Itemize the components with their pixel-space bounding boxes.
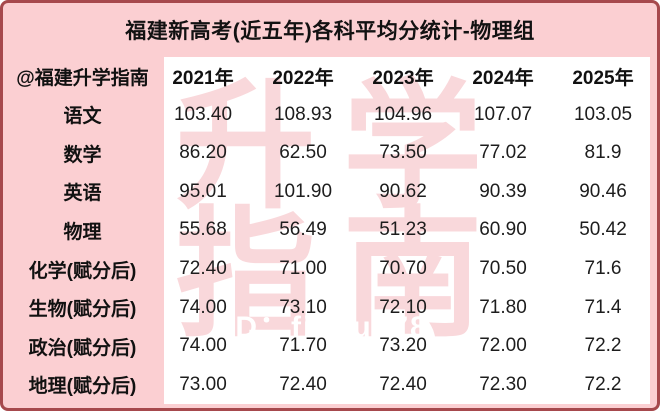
- subject-label-cell: 数学: [63, 144, 102, 166]
- subject-label-cell: 政治(赋分后): [28, 337, 137, 359]
- score-value-cell: 101.90: [273, 180, 333, 202]
- year-header-cell: 2021年: [172, 67, 234, 89]
- year-header-cell: 2023年: [372, 67, 434, 89]
- subject-label-cell: 化学(赋分后): [28, 260, 137, 282]
- score-value-cell: 90.39: [479, 180, 527, 202]
- score-value-cell: 74.00: [179, 335, 227, 357]
- score-value-cell: 72.10: [379, 296, 427, 318]
- watermark-id-text: ID：fjedu678: [225, 311, 429, 344]
- watermark-char: 南: [342, 196, 483, 353]
- score-value-cell: 73.20: [379, 335, 427, 357]
- score-value-cell: 60.90: [479, 219, 527, 241]
- score-value-cell: 104.96: [373, 103, 433, 125]
- score-value-cell: 70.70: [379, 258, 427, 280]
- score-value-cell: 72.40: [279, 373, 327, 395]
- score-value-cell: 90.46: [579, 180, 627, 202]
- year-header-cell: 2024年: [472, 67, 534, 89]
- year-header-cell: 2022年: [272, 67, 334, 89]
- score-value-cell: 74.00: [179, 296, 227, 318]
- score-value-cell: 51.23: [379, 219, 427, 241]
- subject-label-cell: 地理(赋分后): [28, 376, 137, 398]
- score-value-cell: 71.6: [584, 258, 622, 280]
- watermark-char: 升: [175, 68, 316, 225]
- score-value-cell: 73.00: [179, 373, 227, 395]
- subject-label-cell: 生物(赋分后): [28, 299, 137, 321]
- watermark-char: 学: [342, 68, 483, 225]
- score-value-cell: 71.80: [479, 296, 527, 318]
- score-value-cell: 107.07: [473, 103, 533, 125]
- score-value-cell: 72.00: [479, 335, 527, 357]
- score-value-cell: 72.2: [584, 335, 622, 357]
- score-value-cell: 73.10: [279, 296, 327, 318]
- subject-label-cell: 物理: [63, 221, 102, 243]
- score-value-cell: 103.05: [573, 103, 633, 125]
- score-value-cell: 70.50: [479, 258, 527, 280]
- score-value-cell: 77.02: [479, 142, 527, 164]
- watermark-char: 指: [175, 196, 316, 353]
- score-value-cell: 72.40: [179, 258, 227, 280]
- scores-table: @福建升学指南 2021年 2022年 2023年 2024年 2025年语文 103.40…: [3, 57, 653, 404]
- page-title: 福建新高考(近五年)各科平均分统计-物理组: [125, 20, 535, 43]
- brand-watermark: 升 学 指 南: [162, 68, 496, 353]
- score-value-cell: 72.30: [479, 373, 527, 395]
- score-value-cell: 108.93: [273, 103, 333, 125]
- year-header-cell: 2025年: [572, 67, 634, 89]
- score-value-cell: 56.49: [279, 219, 327, 241]
- table-panel: 升 学 指 南 ID：fjedu678: [164, 57, 650, 404]
- score-value-cell: 71.70: [279, 335, 327, 357]
- subject-label-cell: 语文: [63, 106, 102, 128]
- score-value-cell: 95.01: [179, 180, 227, 202]
- score-value-cell: 72.2: [584, 373, 622, 395]
- score-value-cell: 72.40: [379, 373, 427, 395]
- score-value-cell: 86.20: [179, 142, 227, 164]
- score-value-cell: 81.9: [584, 142, 622, 164]
- subject-label-cell: 英语: [63, 183, 102, 205]
- score-value-cell: 90.62: [379, 180, 427, 202]
- score-value-cell: 55.68: [179, 219, 227, 241]
- brand-header-cell: @福建升学指南: [16, 67, 149, 89]
- score-value-cell: 103.40: [173, 103, 233, 125]
- score-value-cell: 50.42: [579, 219, 627, 241]
- score-value-cell: 71.4: [584, 296, 622, 318]
- score-value-cell: 62.50: [279, 142, 327, 164]
- score-value-cell: 73.50: [379, 142, 427, 164]
- score-value-cell: 71.00: [279, 258, 327, 280]
